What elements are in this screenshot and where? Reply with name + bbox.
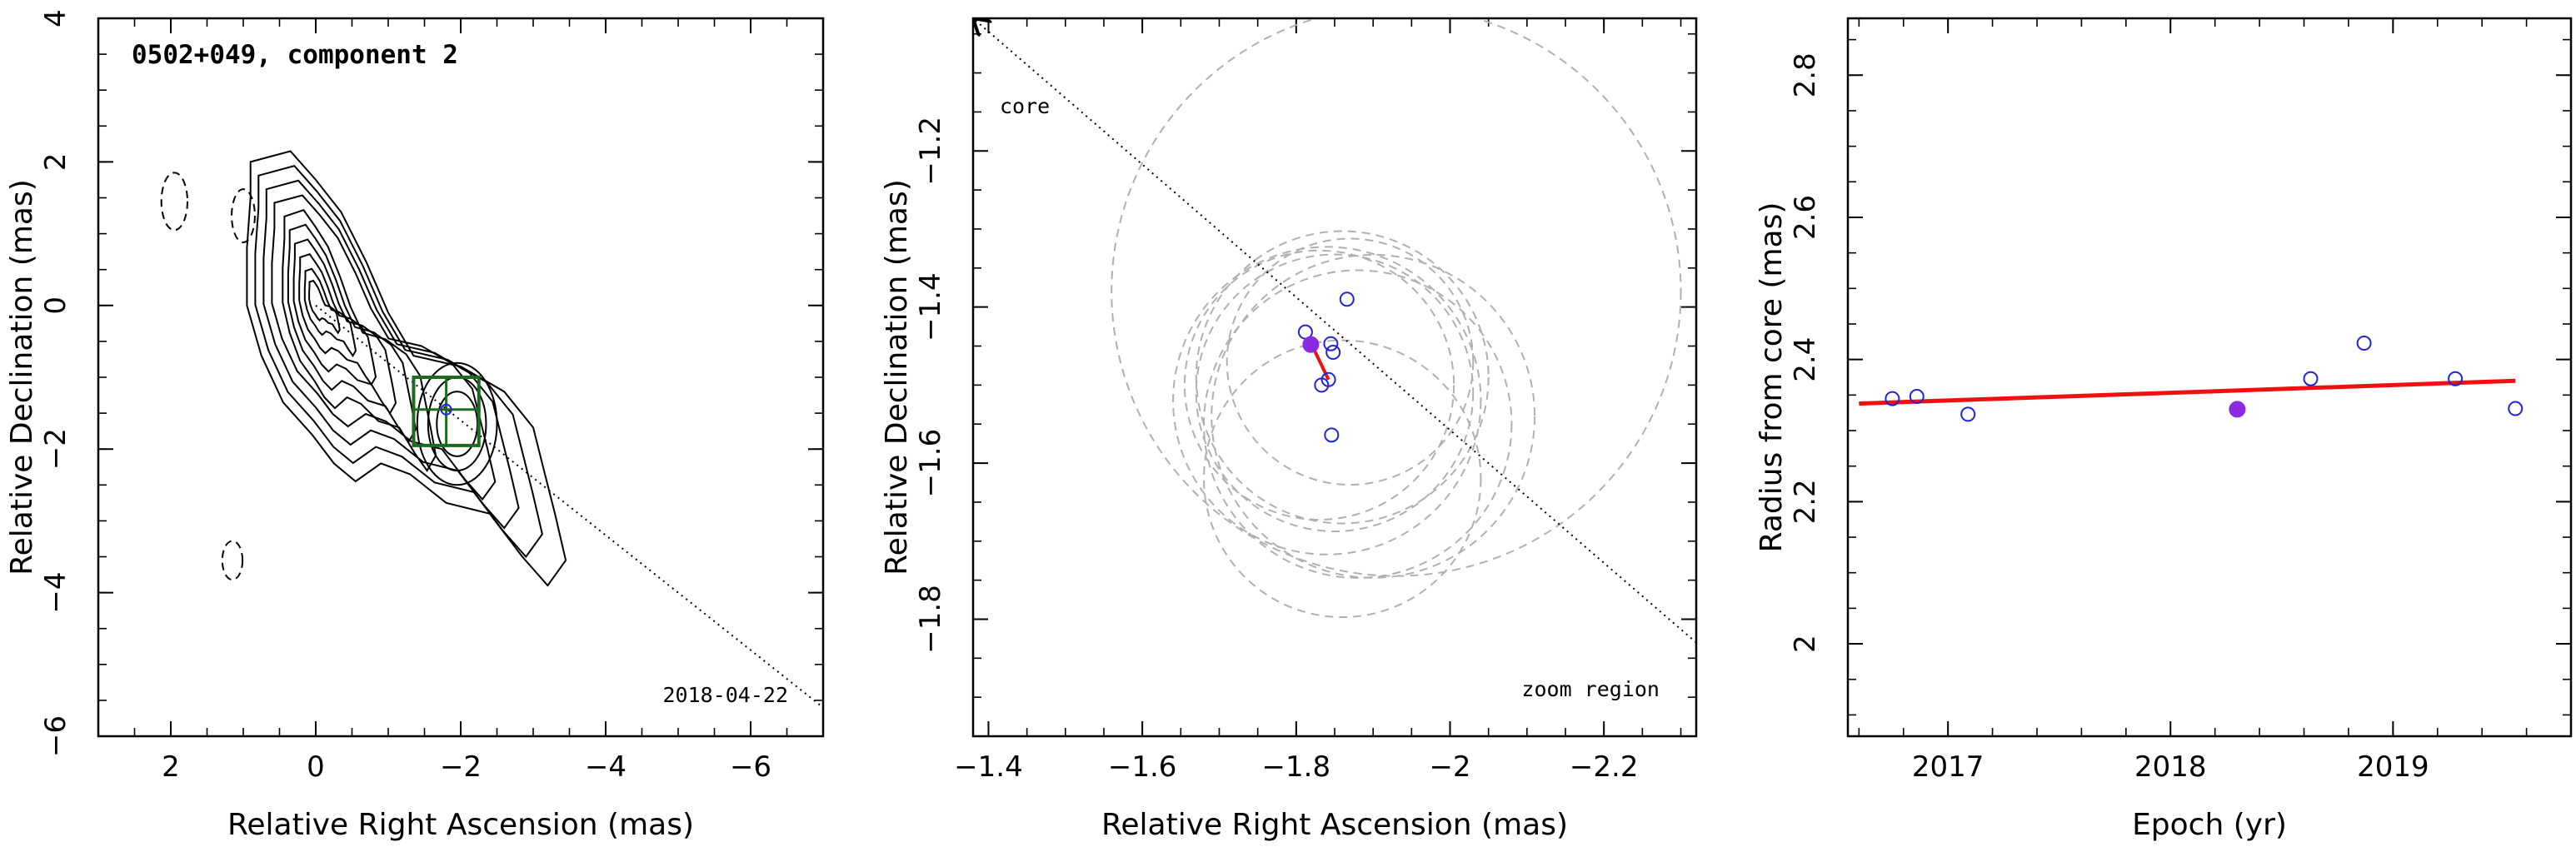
p3-ytick-label: 2.8 [1789,52,1822,97]
position-point [1324,427,1340,443]
p1-xtick-label: 2 [162,750,180,784]
position-points [1297,291,1355,443]
p3-xtick-label: 2017 [1912,750,1984,784]
contour-level [303,267,357,357]
component-marker [412,376,481,447]
p2-zoom-label: zoom region [1521,677,1660,701]
ridge-line [315,305,823,709]
radius-points [1885,336,2524,422]
contour-level [308,279,341,335]
contour-level [271,194,497,501]
contour-level [298,253,377,386]
beam-circle [1111,18,1682,577]
p2-tick-marks [973,18,1696,737]
p1-xtick-label: −6 [730,750,771,784]
contour-level [254,164,543,559]
contour-level [282,209,437,472]
p1-ytick-label: 2 [39,153,72,172]
position-point [1325,345,1341,361]
negative-contour [221,540,244,581]
p1-date-label: 2018-04-22 [662,683,788,707]
p1-ytick-label: 4 [39,9,72,27]
p2-core-label: core [1000,94,1050,118]
p1-xtick-label: 0 [307,750,325,784]
component-point [440,403,452,416]
p1-ytick-label: −4 [39,572,72,614]
radius-point [1909,389,1925,405]
zoom-region-panel: core zoom region −1.4 −1.6 −1.8 −2 −2.2−1.8−… [880,17,1698,842]
p3-tick-marks [1848,18,2572,736]
contour-level [262,179,520,530]
p2-xlabel: Relative Right Ascension (mas) [1101,808,1568,842]
p2-frame [971,17,1698,738]
fit-line [1859,378,2516,406]
radius-point [2508,401,2524,416]
p1-ytick-label: −6 [39,715,72,757]
jet-contours [246,150,567,587]
contour-map-panel: 0502+049, component 2 2018-04-22 2 0 −2 −4 −… [5,9,825,842]
p1-frame [97,17,825,738]
p2-xtick-label: −1.6 [1108,750,1177,784]
p3-ytick-label: 2.6 [1789,195,1822,240]
p3-ytick-label: 2.4 [1789,337,1822,382]
negative-contours [160,172,256,581]
position-point [1320,371,1336,387]
p3-ytick-label: 2.2 [1789,479,1822,524]
p2-tick-labels: −1.4 −1.6 −1.8 −2 −2.2 −1.8 −1.6 −1.4 −1.2 [914,117,1638,784]
radius-point [1885,391,1900,406]
radius-point [2303,371,2319,386]
negative-contour [231,188,256,243]
core-direction-line [973,18,1696,644]
contour-level [246,150,567,587]
p1-xtick-label: −2 [440,750,482,784]
p3-tick-labels: 2017 2018 2019 2 2.2 2.4 2.6 2.8 [1789,52,2429,784]
negative-contour [160,172,189,232]
p2-ytick-label: −1.2 [914,117,947,186]
p1-xlabel: Relative Right Ascension (mas) [227,808,694,842]
position-point [1323,336,1339,351]
beam-circle [1203,269,1513,579]
p2-xtick-label: −1.8 [1262,750,1331,784]
p1-xtick-label: −4 [585,750,627,784]
p1-ytick-label: −2 [39,428,72,470]
p2-xtick-label: −2 [1429,750,1470,784]
p3-xlabel: Epoch (yr) [2132,808,2287,842]
p3-frame [1846,17,2573,738]
p2-ytick-label: −1.6 [914,429,947,498]
radius-epoch-panel: 2017 2018 2019 2 2.2 2.4 2.6 2.8 Epoch (yr) Rad… [1755,17,2573,842]
beam-circle [1211,253,1536,579]
p2-ytick-label: −1.8 [914,585,947,654]
p3-xtick-label: 2018 [2134,750,2207,784]
p1-ytick-label: 0 [39,296,72,315]
beam-circle [1172,246,1482,556]
beam-circle [1195,230,1490,525]
radius-highlight-point [2229,401,2246,418]
p2-ytick-label: −1.4 [914,272,947,341]
beam-circle [1226,237,1475,486]
beam-circles [1111,18,1682,619]
p3-ytick-label: 2 [1789,635,1822,653]
contour-level [292,238,397,415]
p3-xtick-label: 2019 [2357,750,2429,784]
contour-level [287,223,417,444]
p1-tick-labels: 2 0 −2 −4 −6 −6 −4 −2 0 2 4 [39,9,771,784]
p2-xtick-label: −2.2 [1570,750,1639,784]
p2-xtick-label: −1.4 [954,750,1023,784]
radius-point [2356,336,2372,351]
radius-point [2448,371,2464,386]
p3-ylabel: Radius from core (mas) [1755,202,1789,553]
radius-point [1960,406,1976,422]
position-point [1339,291,1355,307]
component-contour [416,361,498,486]
p1-title: 0502+049, component 2 [132,40,458,70]
beam-circle [1195,253,1475,532]
p2-ylabel: Relative Declination (mas) [880,179,914,575]
p1-ylabel: Relative Declination (mas) [5,179,39,575]
beam-circle [1203,339,1482,619]
highlight-point [1302,336,1320,353]
